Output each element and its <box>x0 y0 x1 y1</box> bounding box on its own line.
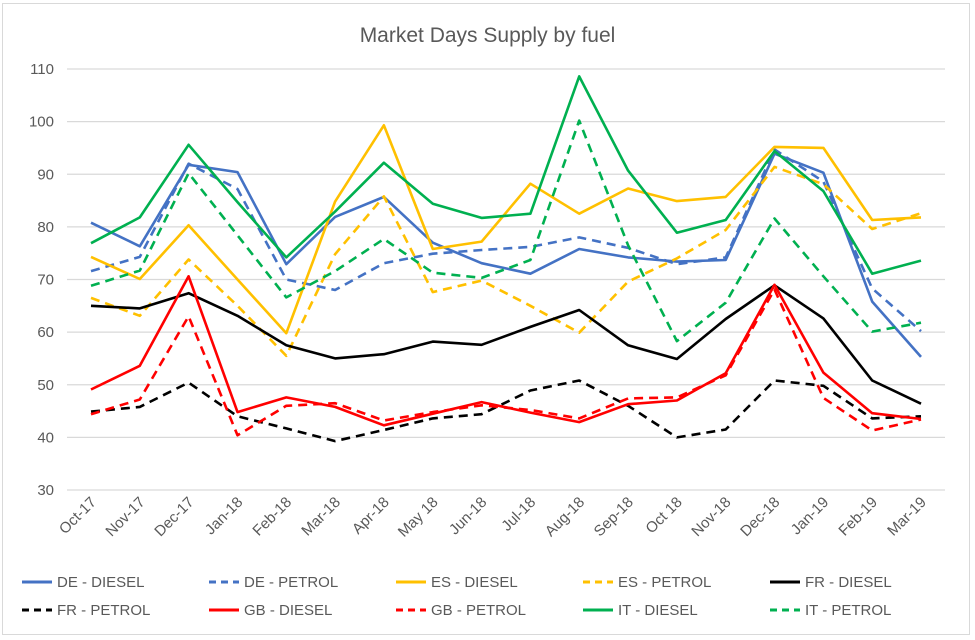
x-tick-label: Dec-18 <box>737 494 783 540</box>
x-tick-label: Oct-17 <box>56 494 100 538</box>
series-line-fr-petrol <box>90 379 922 443</box>
x-tick-label: Feb-18 <box>249 494 295 540</box>
x-tick-label: Oct 18 <box>642 494 685 537</box>
legend-label: IT - PETROL <box>805 601 892 619</box>
x-tick-label: Dec-17 <box>151 494 197 540</box>
legend-label: DE - DIESEL <box>57 573 145 591</box>
legend-label: DE - PETROL <box>244 573 339 591</box>
y-tick-label: 30 <box>37 482 54 499</box>
legend-item: IT - DIESEL <box>583 602 770 619</box>
chart-title: Market Days Supply by fuel <box>359 24 616 47</box>
legend: DE - DIESEL DE - PETROL ES - DIESEL ES - PE… <box>22 568 962 624</box>
x-tick-label: Jul-18 <box>498 494 539 535</box>
legend-item: GB - DIESEL <box>209 602 396 619</box>
x-tick-label: Mar-18 <box>298 494 344 540</box>
y-tick-label: 90 <box>37 166 54 183</box>
legend-label: IT - DIESEL <box>618 601 698 619</box>
legend-item: FR - DIESEL <box>770 574 957 591</box>
legend-swatch <box>396 580 426 584</box>
legend-label: ES - PETROL <box>618 573 712 591</box>
legend-item: DE - PETROL <box>209 574 396 591</box>
series-line-it-diesel <box>90 75 922 276</box>
legend-item: DE - DIESEL <box>22 574 209 591</box>
y-tick-label: 100 <box>29 114 54 131</box>
y-tick-label: 110 <box>30 61 54 78</box>
series-line-gb-petrol <box>90 288 922 437</box>
series-line-it-petrol <box>90 119 922 343</box>
x-tick-label: Jan-19 <box>788 494 832 538</box>
x-tick-label: Mar-19 <box>884 494 930 540</box>
legend-swatch <box>22 580 52 584</box>
legend-swatch <box>770 608 800 612</box>
legend-item: IT - PETROL <box>770 602 957 619</box>
legend-item: FR - PETROL <box>22 602 209 619</box>
series-line-de-petrol <box>90 148 922 333</box>
legend-swatch <box>583 580 613 584</box>
legend-swatch <box>583 608 613 612</box>
x-tick-label: Apr-18 <box>349 494 393 538</box>
legend-swatch <box>770 580 800 584</box>
legend-swatch <box>209 580 239 584</box>
series-line-es-petrol <box>90 165 922 358</box>
legend-label: GB - PETROL <box>431 601 527 619</box>
x-tick-label: Jun-18 <box>446 494 490 538</box>
y-tick-label: 70 <box>37 272 54 289</box>
legend-swatch <box>22 608 52 612</box>
x-tick-label: May 18 <box>395 494 442 541</box>
x-tick-label: Feb-19 <box>835 494 881 540</box>
legend-label: FR - PETROL <box>57 601 151 619</box>
series-line-fr-diesel <box>90 283 922 405</box>
x-tick-label: Sep-18 <box>591 494 637 540</box>
legend-item: ES - PETROL <box>583 574 770 591</box>
x-tick-label: Nov-17 <box>102 494 148 540</box>
legend-swatch <box>396 608 426 612</box>
chart-frame <box>2 3 970 635</box>
legend-label: GB - DIESEL <box>244 601 333 619</box>
legend-label: FR - DIESEL <box>805 573 892 591</box>
y-tick-label: 80 <box>37 219 54 236</box>
legend-label: ES - DIESEL <box>431 573 518 591</box>
y-tick-label: 60 <box>37 324 54 341</box>
y-tick-label: 40 <box>37 429 54 446</box>
legend-item: GB - PETROL <box>396 602 583 619</box>
x-tick-label: Nov-18 <box>688 494 734 540</box>
series-line-es-diesel <box>90 124 922 335</box>
legend-item: ES - DIESEL <box>396 574 583 591</box>
y-tick-label: 50 <box>37 377 54 394</box>
legend-swatch <box>209 608 239 612</box>
x-tick-label: Aug-18 <box>542 494 588 540</box>
x-tick-label: Jan-18 <box>202 494 246 538</box>
